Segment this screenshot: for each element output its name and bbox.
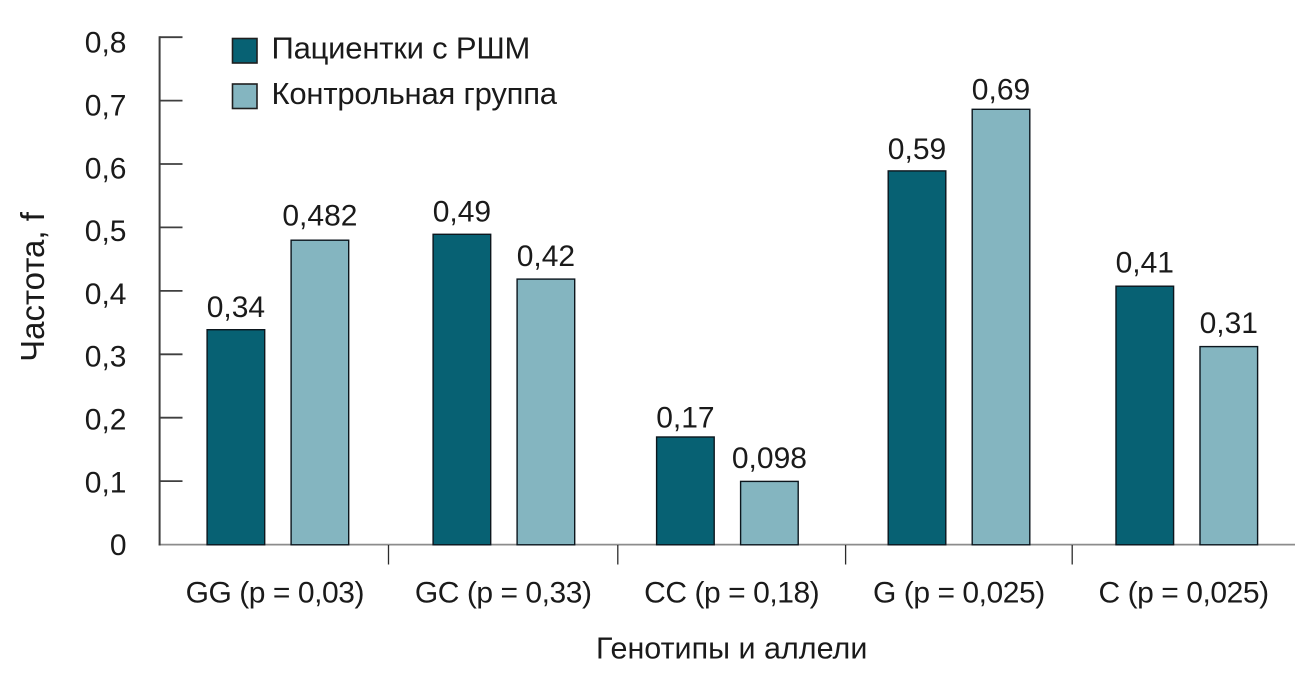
svg-text:0,098: 0,098 <box>732 442 807 475</box>
svg-text:0,3: 0,3 <box>85 341 127 374</box>
svg-text:GC (p = 0,33): GC (p = 0,33) <box>415 577 592 610</box>
svg-text:0,49: 0,49 <box>433 196 491 229</box>
svg-text:Контрольная группа: Контрольная группа <box>272 76 558 111</box>
svg-text:Пациентки с РШМ: Пациентки с РШМ <box>272 31 531 66</box>
svg-text:0,42: 0,42 <box>517 240 575 273</box>
svg-text:0,69: 0,69 <box>972 74 1030 107</box>
svg-text:0,8: 0,8 <box>85 27 127 60</box>
svg-text:0: 0 <box>110 529 127 562</box>
svg-text:0,2: 0,2 <box>85 404 127 437</box>
svg-text:0,59: 0,59 <box>888 133 946 166</box>
svg-text:0,4: 0,4 <box>85 278 127 311</box>
svg-text:0,6: 0,6 <box>85 152 127 185</box>
svg-text:0,31: 0,31 <box>1200 307 1258 340</box>
svg-text:0,5: 0,5 <box>85 215 127 248</box>
svg-text:0,7: 0,7 <box>85 90 127 123</box>
svg-text:G (p = 0,025): G (p = 0,025) <box>873 577 1045 610</box>
svg-text:0,17: 0,17 <box>656 402 714 435</box>
svg-text:0,34: 0,34 <box>207 291 265 324</box>
svg-text:GG (p = 0,03): GG (p = 0,03) <box>186 577 364 610</box>
svg-text:0,482: 0,482 <box>282 199 357 232</box>
svg-text:C (p = 0,025): C (p = 0,025) <box>1099 577 1269 610</box>
svg-text:0,41: 0,41 <box>1116 247 1174 280</box>
svg-text:0,1: 0,1 <box>85 466 127 499</box>
svg-text:Генотипы и аллели: Генотипы и аллели <box>596 632 867 666</box>
svg-text:CC (p = 0,18): CC (p = 0,18) <box>644 577 819 610</box>
svg-text:Частота, f: Частота, f <box>14 211 51 362</box>
